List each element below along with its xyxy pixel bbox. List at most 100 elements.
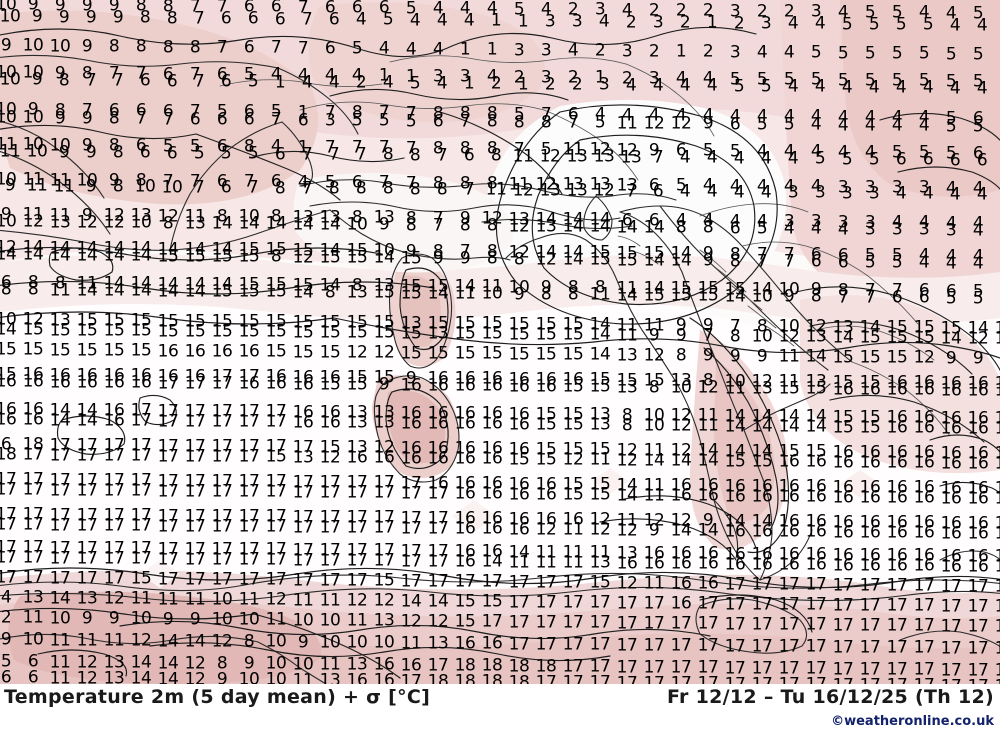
grid-value: 8 xyxy=(649,379,660,396)
grid-value: 16 xyxy=(158,368,179,385)
grid-value: 17 xyxy=(806,576,827,594)
grid-value: 16 xyxy=(671,595,692,613)
grid-value: 17 xyxy=(158,413,179,430)
grid-value: 17 xyxy=(158,571,179,588)
grid-value: 17 xyxy=(941,578,962,595)
grid-value: 7 xyxy=(784,246,795,264)
grid-value: 16 xyxy=(779,556,800,574)
grid-value: 16 xyxy=(50,367,71,384)
grid-value: 4 xyxy=(788,15,799,33)
grid-value: 8 xyxy=(433,105,444,122)
grid-value: 17 xyxy=(374,484,395,502)
grid-value: 14 xyxy=(185,241,206,258)
grid-value: 7 xyxy=(82,102,93,119)
grid-value: 8 xyxy=(433,175,444,192)
grid-value: 16 xyxy=(968,445,989,462)
grid-value: 9 xyxy=(82,38,93,55)
grid-value: 8 xyxy=(703,372,714,390)
grid-value: 15 xyxy=(455,315,476,333)
grid-value: 6 xyxy=(167,145,178,162)
grid-value: 12 xyxy=(590,521,611,539)
grid-value: 12 xyxy=(513,182,534,199)
grid-value: 16 xyxy=(968,420,989,437)
grid-value: 4 xyxy=(811,220,822,238)
grid-value: 17 xyxy=(185,483,206,500)
grid-value: 10 xyxy=(671,379,692,397)
grid-value: 14 xyxy=(752,408,773,425)
grid-value: 14 xyxy=(671,452,692,470)
grid-value: 3 xyxy=(865,221,876,238)
grid-value: 15 xyxy=(590,441,611,459)
grid-value: 13 xyxy=(617,177,638,194)
grid-value: 14 xyxy=(725,443,746,460)
grid-value: 10 xyxy=(239,208,260,226)
grid-value: 12 xyxy=(671,512,692,530)
grid-value: 5 xyxy=(892,72,903,90)
temperature-map[interactable]: 1099998877667666544454234222322345544541… xyxy=(0,0,1000,684)
grid-value: 15 xyxy=(563,486,584,504)
grid-value: 8 xyxy=(140,9,151,27)
grid-value: 12 xyxy=(563,451,584,469)
grid-value: 8 xyxy=(163,0,174,15)
grid-value: 8 xyxy=(491,147,502,165)
grid-value: 14 xyxy=(536,244,557,261)
grid-value: 9 xyxy=(649,142,660,159)
grid-value: 11 xyxy=(698,417,719,435)
grid-value: 16 xyxy=(887,409,908,427)
grid-value: 16 xyxy=(806,513,827,531)
grid-value: 6 xyxy=(244,39,255,57)
grid-value: 13 xyxy=(50,214,71,231)
grid-value: 17 xyxy=(887,597,908,615)
grid-value: 17 xyxy=(77,482,98,499)
grid-value: 11 xyxy=(23,171,44,189)
grid-value: 16 xyxy=(887,419,908,437)
grid-value: 16 xyxy=(833,514,854,531)
grid-value: 14 xyxy=(104,247,125,265)
grid-value: 2 xyxy=(595,42,606,60)
grid-value: 8 xyxy=(325,284,336,301)
grid-value: 14 xyxy=(806,418,827,436)
grid-value: 16 xyxy=(725,556,746,573)
grid-value: 8 xyxy=(59,72,70,89)
grid-value: 7 xyxy=(163,173,174,190)
grid-value: 14 xyxy=(941,330,962,347)
grid-value: 12 xyxy=(401,613,422,630)
grid-value: 14 xyxy=(725,288,746,305)
grid-value: 16 xyxy=(779,453,800,471)
grid-value: 4 xyxy=(707,183,718,201)
grid-value: 16 xyxy=(752,523,773,540)
grid-value: 8 xyxy=(55,102,66,119)
grid-value: 17 xyxy=(293,542,314,559)
grid-value: 16 xyxy=(725,523,746,540)
grid-value: 16 xyxy=(833,479,854,496)
grid-value: 12 xyxy=(374,439,395,457)
grid-value: 3 xyxy=(572,13,583,31)
grid-value: 4 xyxy=(599,13,610,31)
grid-value: 17 xyxy=(185,508,206,525)
grid-value: 16 xyxy=(320,414,341,431)
grid-value: 17 xyxy=(590,636,611,654)
grid-value: 15 xyxy=(590,371,611,389)
grid-value: 11 xyxy=(158,591,179,608)
grid-value: 9 xyxy=(757,348,768,365)
grid-value: 4 xyxy=(757,108,768,125)
grid-value: 16 xyxy=(806,478,827,496)
grid-value: 17 xyxy=(968,640,989,657)
grid-value: 4 xyxy=(865,144,876,161)
grid-value: 15 xyxy=(374,324,395,342)
grid-value: 17 xyxy=(914,597,935,615)
grid-value: 5 xyxy=(946,73,957,90)
grid-value: 9 xyxy=(973,350,984,367)
grid-value: 5 xyxy=(676,177,687,195)
grid-value: 8 xyxy=(410,181,421,198)
grid-value: 5 xyxy=(244,66,255,84)
grid-value: 7 xyxy=(136,65,147,83)
grid-value: 1 xyxy=(275,74,286,91)
grid-value: 7 xyxy=(838,289,849,306)
grid-value: 16 xyxy=(779,546,800,564)
grid-value: 15 xyxy=(563,441,584,459)
grid-value: 1 xyxy=(460,41,471,59)
grid-value: 6 xyxy=(217,111,228,128)
grid-value: 7 xyxy=(86,72,97,89)
grid-value: 14 xyxy=(185,633,206,650)
